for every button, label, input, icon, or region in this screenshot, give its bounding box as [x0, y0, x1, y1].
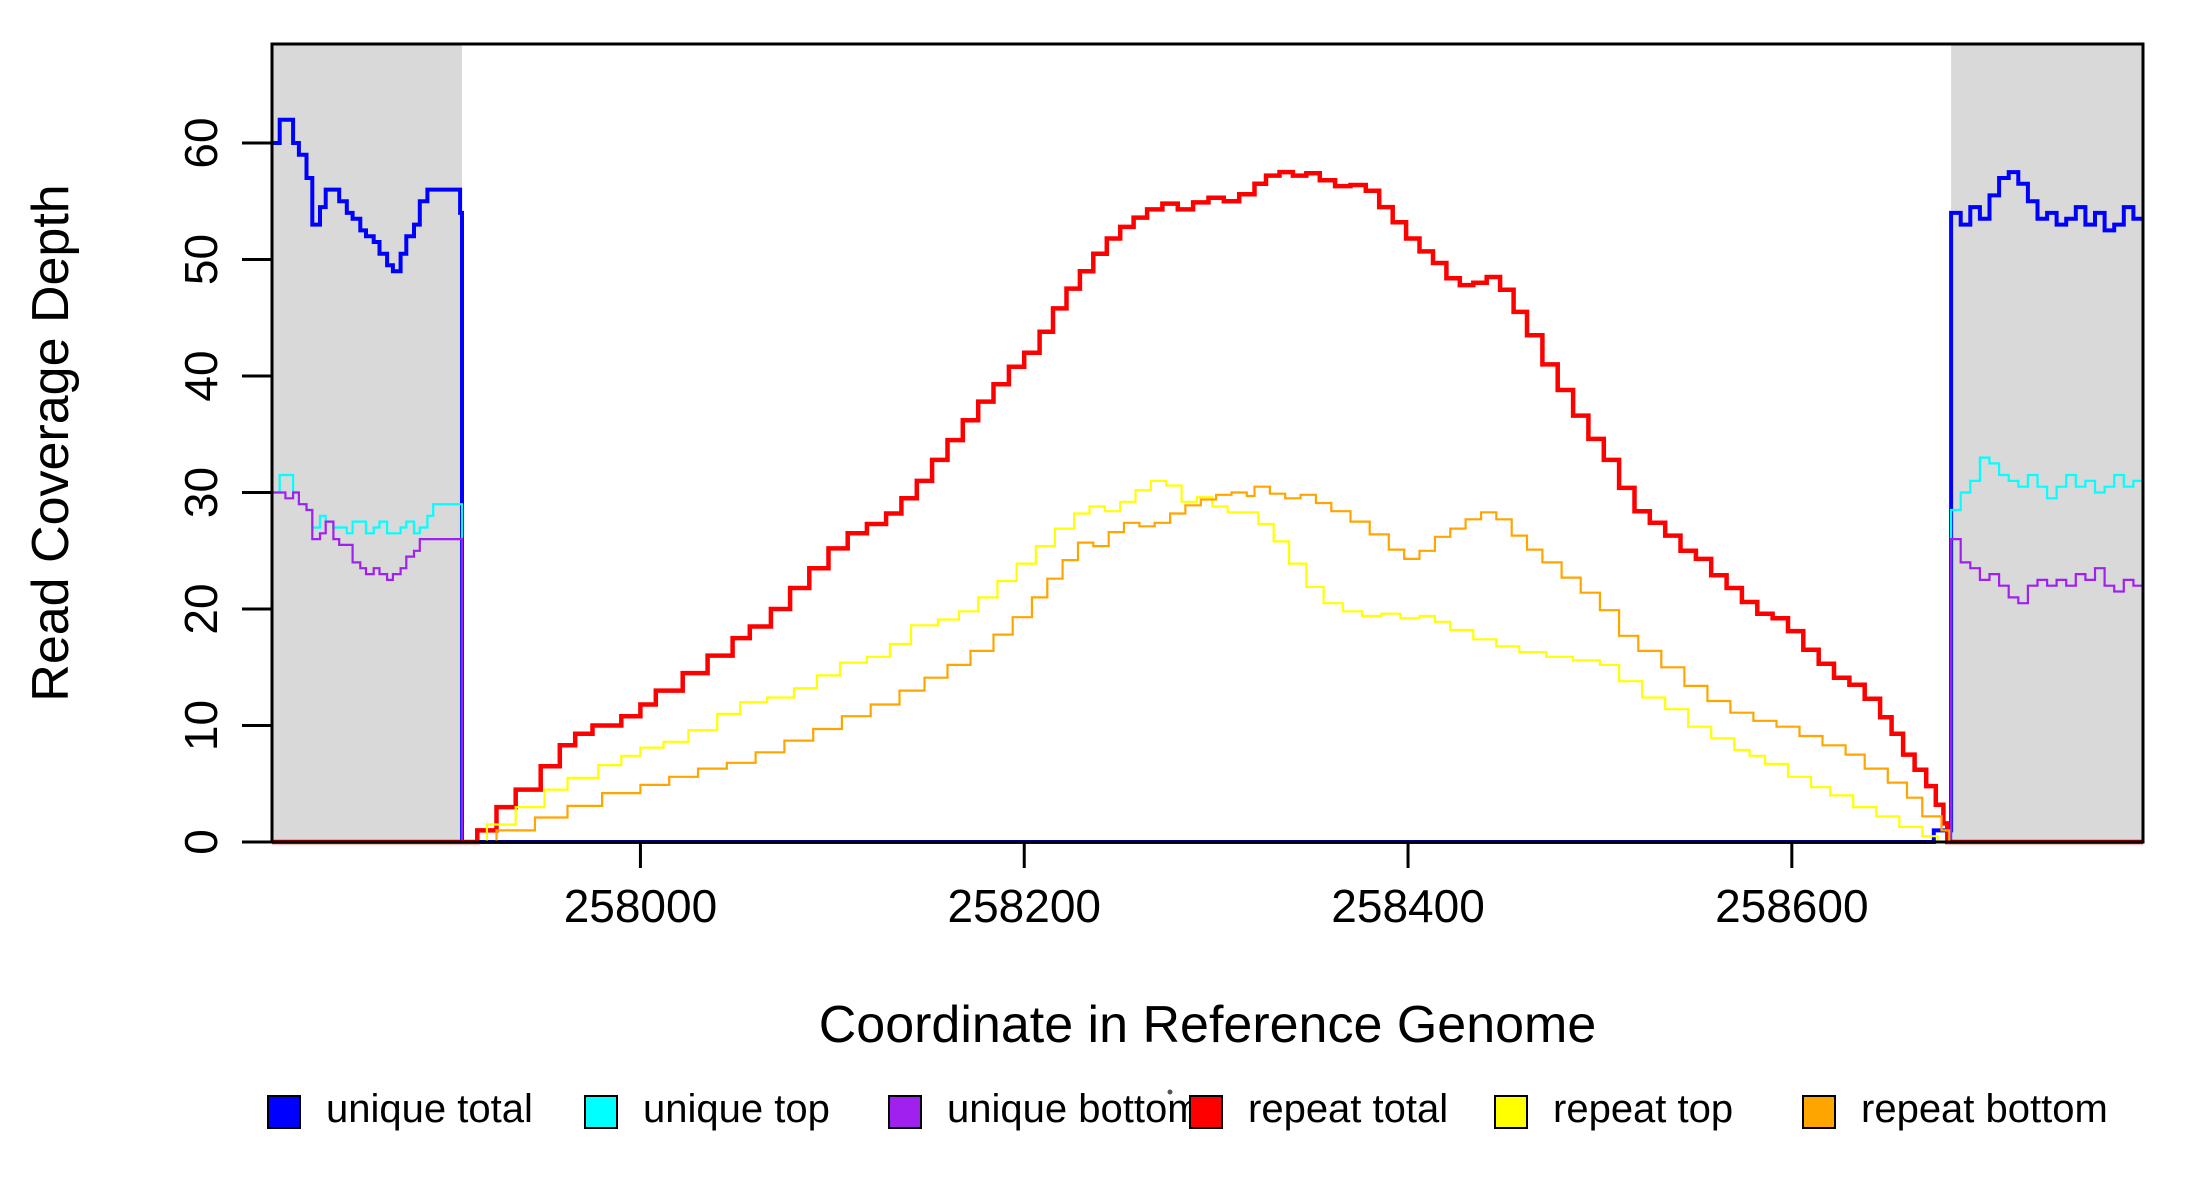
legend-swatch-repeat-bottom — [1802, 1095, 1836, 1129]
x-tick-label: 258200 — [947, 880, 1101, 932]
plot-border — [270, 42, 2145, 844]
stray-dot-artifact — [1167, 1089, 1173, 1095]
series-line-unique-bottom — [272, 491, 2143, 844]
shaded-regions — [272, 44, 2143, 842]
legend-label-repeat-bottom: repeat bottom — [1861, 1087, 2108, 1131]
x-tick-label: 258600 — [1715, 880, 1869, 932]
y-tick-label: 60 — [175, 117, 227, 168]
legend-swatch-unique-bottom — [888, 1095, 922, 1129]
y-axis-ticks: 0 10 20 30 40 50 60 — [175, 117, 272, 855]
unique-region-highlight-left — [272, 44, 462, 842]
x-tick-label: 258000 — [564, 880, 718, 932]
legend-label-unique-total: unique total — [326, 1087, 533, 1131]
unique-region-highlight-right — [1951, 44, 2143, 842]
series-line-unique-top — [272, 456, 2145, 844]
y-tick-label: 50 — [175, 234, 227, 285]
legend-swatch-repeat-top — [1494, 1095, 1528, 1129]
y-tick-label: 30 — [175, 467, 227, 518]
legend-label-unique-bottom: unique bottom — [947, 1087, 1201, 1131]
x-axis-ticks: 258000 258200 258400 258600 — [564, 842, 1869, 932]
legend-label-repeat-top: repeat top — [1553, 1087, 1733, 1131]
legend-swatch-unique-total — [267, 1095, 301, 1129]
legend-swatch-unique-top — [584, 1095, 618, 1129]
legend: unique total unique top unique bottom repea… — [267, 1087, 2108, 1131]
series-line-repeat-bottom — [272, 485, 2143, 844]
y-tick-label: 10 — [175, 700, 227, 751]
x-tick-label: 258400 — [1331, 880, 1485, 932]
legend-label-repeat-total: repeat total — [1248, 1087, 1448, 1131]
y-tick-label: 40 — [175, 350, 227, 401]
legend-label-unique-top: unique top — [643, 1087, 830, 1131]
legend-swatch-repeat-total — [1189, 1095, 1223, 1129]
series-line-repeat-total — [272, 169, 2143, 845]
x-axis-title: Coordinate in Reference Genome — [819, 996, 1597, 1054]
y-tick-label: 20 — [175, 583, 227, 634]
y-axis-title: Read Coverage Depth — [22, 184, 80, 701]
y-tick-label: 0 — [175, 829, 227, 855]
series-line-unique-total — [272, 117, 2143, 844]
series-line-repeat-top — [272, 479, 2143, 844]
series-lines — [272, 117, 2145, 845]
